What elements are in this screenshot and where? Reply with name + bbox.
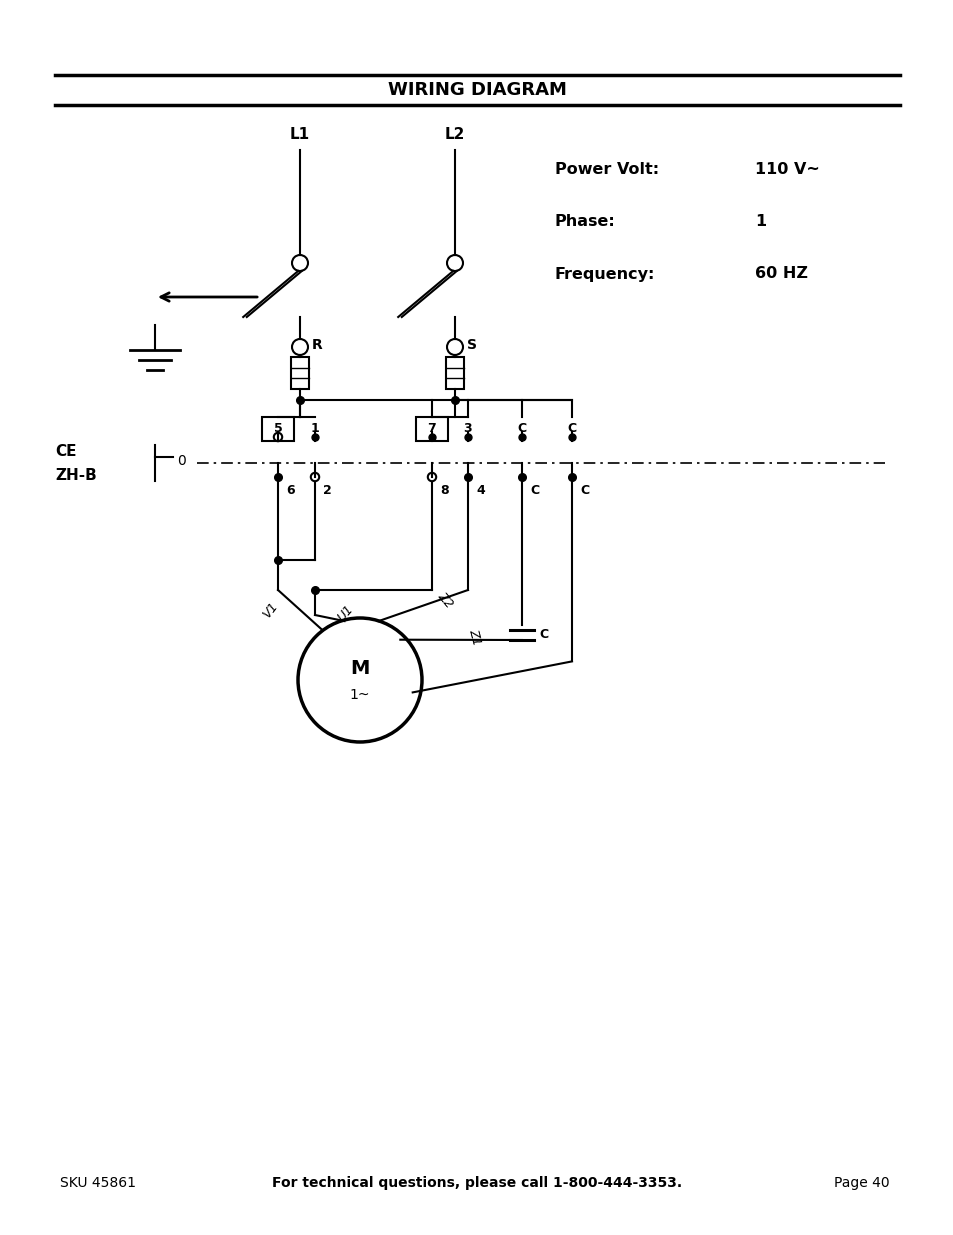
Text: C: C	[579, 483, 589, 496]
Text: 0: 0	[177, 454, 186, 468]
Bar	[446, 357, 463, 389]
Text: C: C	[530, 483, 538, 496]
Text: Phase:: Phase:	[555, 215, 615, 230]
Text: L1: L1	[290, 127, 310, 142]
Bar	[262, 417, 294, 441]
Text: Z1: Z1	[466, 627, 482, 647]
Text: 3: 3	[463, 422, 472, 436]
Text: C: C	[538, 629, 548, 641]
Text: C: C	[567, 422, 576, 436]
Text: S: S	[467, 338, 476, 352]
Text: C: C	[517, 422, 526, 436]
Text: Z2: Z2	[435, 590, 456, 611]
Text: 2: 2	[323, 483, 332, 496]
Text: For technical questions, please call 1-800-444-3353.: For technical questions, please call 1-8…	[272, 1176, 681, 1191]
Text: U1: U1	[335, 603, 355, 624]
Text: 60 HZ: 60 HZ	[754, 267, 807, 282]
Text: CE: CE	[55, 443, 76, 458]
Text: 1: 1	[754, 215, 765, 230]
Text: 1: 1	[311, 422, 319, 436]
Text: SKU 45861: SKU 45861	[60, 1176, 136, 1191]
Text: 7: 7	[427, 422, 436, 436]
Text: 4: 4	[476, 483, 484, 496]
Text: V1: V1	[260, 600, 280, 621]
Text: 8: 8	[439, 483, 448, 496]
Text: M: M	[350, 658, 370, 678]
Text: 110 V~: 110 V~	[754, 163, 819, 178]
Text: Page 40: Page 40	[834, 1176, 889, 1191]
Bar	[291, 357, 309, 389]
Text: WIRING DIAGRAM: WIRING DIAGRAM	[387, 82, 566, 99]
Text: Power Volt:: Power Volt:	[555, 163, 659, 178]
Text: ZH-B: ZH-B	[55, 468, 96, 483]
Text: L2: L2	[444, 127, 465, 142]
Text: R: R	[312, 338, 322, 352]
Text: Frequency:: Frequency:	[555, 267, 655, 282]
Text: 1~: 1~	[350, 688, 370, 701]
Text: 5: 5	[274, 422, 282, 436]
Bar	[416, 417, 448, 441]
Text: 6: 6	[286, 483, 294, 496]
